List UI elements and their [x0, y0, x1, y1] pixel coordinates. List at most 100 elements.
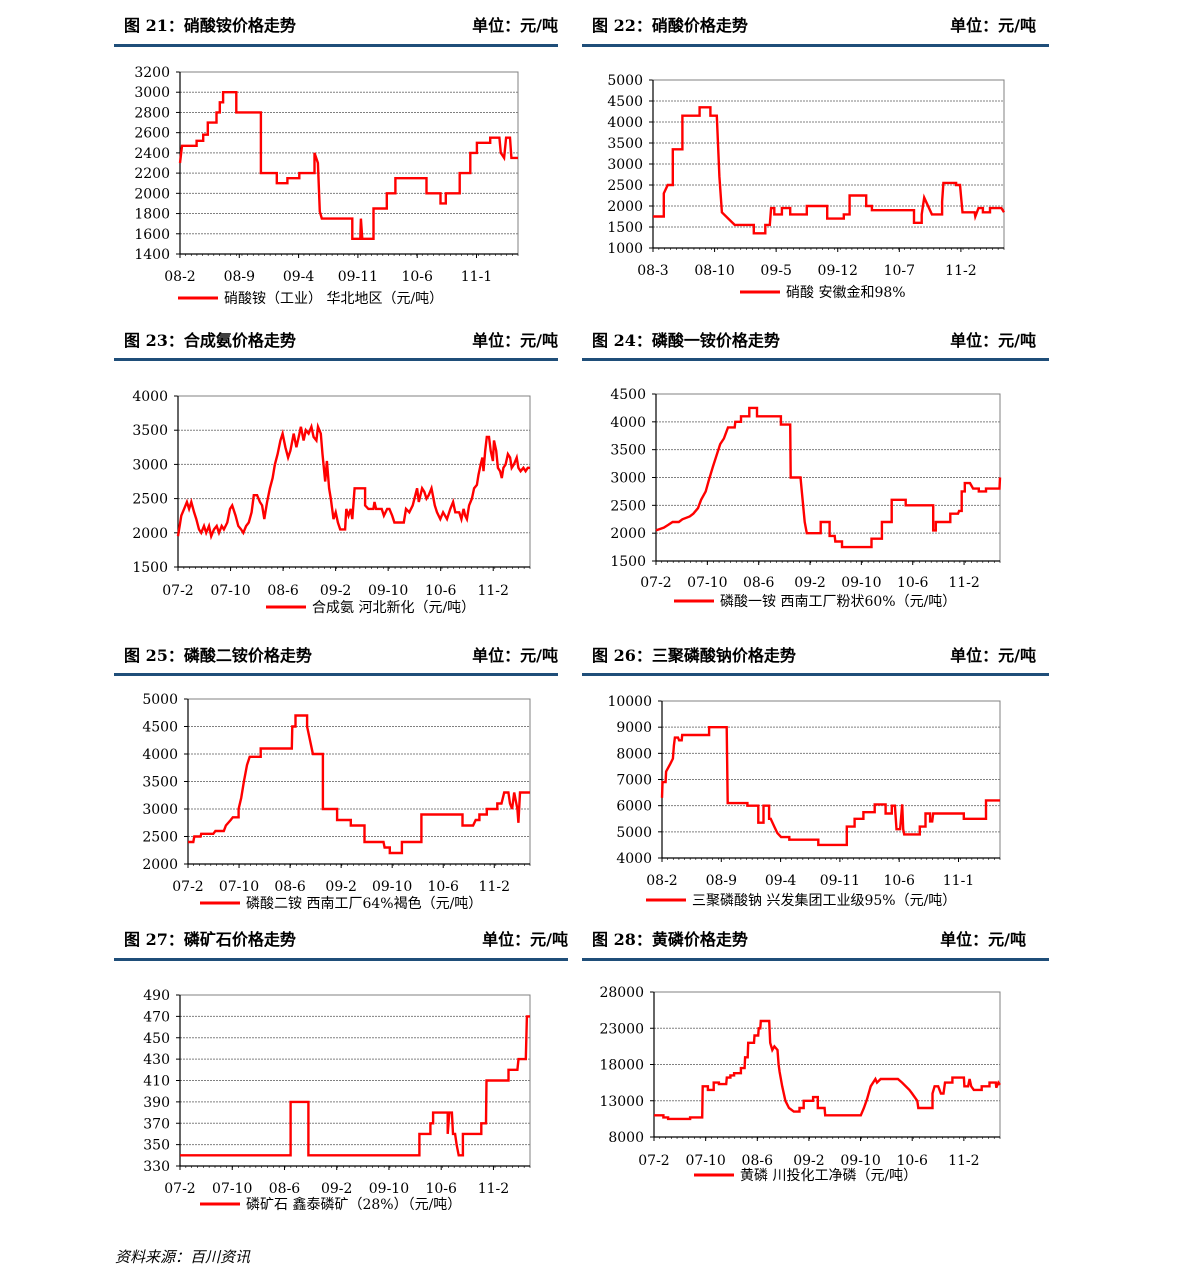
chart-unit: 单位：元/吨: [482, 930, 568, 949]
x-tick-label: 09-2: [325, 879, 356, 895]
title-divider: [582, 673, 1049, 676]
x-tick-label: 08-6: [742, 1153, 774, 1169]
y-tick-label: 4000: [610, 415, 646, 431]
y-tick-label: 5000: [142, 692, 178, 708]
y-tick-label: 1500: [132, 560, 168, 576]
x-tick-label: 11-2: [478, 1181, 509, 1197]
x-tick-label: 09-2: [793, 1153, 824, 1169]
x-tick-label: 09-10: [841, 575, 881, 591]
y-tick-label: 9000: [616, 720, 652, 736]
legend-label: 磷矿石 鑫泰磷矿（28%）（元/吨）: [246, 1196, 461, 1213]
y-tick-label: 330: [143, 1159, 170, 1175]
x-tick-label: 10-6: [425, 583, 457, 599]
x-tick-label: 10-6: [896, 1153, 928, 1169]
x-tick-label: 08-9: [706, 873, 737, 889]
x-tick-label: 11-2: [948, 1153, 979, 1169]
y-tick-label: 370: [143, 1116, 170, 1132]
legend-label: 黄磷 川投化工净磷（元/吨）: [740, 1167, 917, 1184]
series-line: [660, 726, 1000, 847]
y-tick-label: 3000: [134, 85, 170, 101]
y-tick-label: 2500: [142, 830, 178, 846]
y-tick-label: 3000: [610, 471, 646, 487]
legend-label: 磷酸二铵 西南工厂64%褐色（元/吨）: [246, 895, 482, 912]
source-note: 资料来源：百川资讯: [115, 1248, 251, 1266]
y-tick-label: 2000: [132, 526, 168, 542]
y-tick-label: 470: [143, 1009, 170, 1025]
series-line: [653, 106, 1006, 235]
title-divider: [114, 358, 558, 361]
title-divider: [582, 44, 1049, 47]
chart-unit: 单位：元/吨: [472, 646, 558, 665]
y-tick-label: 10000: [607, 694, 652, 710]
chart-fig23: 1500 2000 2500 3000 3500 4000 07-2 07-10 08-6 09-…: [132, 389, 531, 616]
x-tick-label: 08-10: [694, 263, 734, 279]
y-tick-label: 5000: [607, 73, 643, 89]
chart-fig28: 8000 13000 18000 23000 28000 07-2 07-10 08-6 09-…: [599, 985, 1001, 1184]
y-tick-label: 390: [143, 1095, 170, 1111]
x-tick-label: 07-10: [687, 575, 727, 591]
chart-panel-fig26: 图 26：三聚磷酸钠价格走势 单位：元/吨: [592, 642, 1036, 952]
y-tick-label: 3500: [142, 775, 178, 791]
y-tick-label: 1600: [134, 227, 170, 243]
y-tick-label: 2000: [607, 199, 643, 215]
legend-label: 合成氨 河北新化（元/吨）: [312, 600, 475, 616]
x-tick-label: 09-10: [372, 879, 412, 895]
chart-fig22: 1000 1500 2000 2500 3000 3500 4000 4500 5000 08-3…: [607, 73, 1006, 301]
legend-label: 硝酸铵（工业） 华北地区（元/吨）: [224, 291, 443, 307]
y-tick-label: 2000: [134, 186, 170, 202]
y-tick-label: 4000: [616, 851, 652, 867]
x-tick-label: 10-7: [884, 263, 915, 279]
x-tick-label: 08-9: [224, 269, 255, 285]
x-tick-label: 10-6: [897, 575, 929, 591]
x-tick-label: 07-2: [162, 583, 193, 599]
y-tick-label: 4000: [142, 747, 178, 763]
chart-unit: 单位：元/吨: [472, 16, 558, 35]
series-line: [654, 1019, 1001, 1121]
legend-label: 三聚磷酸钠 兴发集团工业级95%（元/吨）: [692, 892, 956, 909]
x-tick-label: 09-5: [760, 263, 791, 279]
y-tick-label: 7000: [616, 773, 652, 789]
y-tick-label: 1400: [134, 247, 170, 263]
x-tick-label: 08-2: [646, 873, 677, 889]
x-tick-label: 09-10: [840, 1153, 880, 1169]
y-tick-label: 5000: [616, 825, 652, 841]
y-tick-label: 490: [143, 988, 170, 1004]
y-tick-label: 2000: [142, 857, 178, 873]
chart-panel-fig27: 图 27：磷矿石价格走势 单位：元/吨: [124, 926, 568, 1236]
y-tick-label: 2400: [134, 146, 170, 162]
y-tick-label: 3500: [132, 423, 168, 439]
y-tick-label: 6000: [616, 799, 652, 815]
y-tick-label: 410: [143, 1074, 170, 1090]
chart-panel-fig25: 图 25：磷酸二铵价格走势 单位：元/吨: [124, 642, 558, 952]
x-tick-label: 09-2: [320, 583, 351, 599]
chart-title: 图 21：硝酸铵价格走势: [124, 16, 296, 35]
y-tick-label: 4500: [607, 94, 643, 110]
y-tick-label: 3000: [132, 457, 168, 473]
chart-title: 图 25：磷酸二铵价格走势: [124, 646, 312, 665]
x-tick-label: 07-2: [640, 575, 671, 591]
x-tick-label: 11-2: [479, 879, 510, 895]
x-tick-label: 11-1: [943, 873, 974, 889]
x-tick-label: 08-6: [267, 583, 299, 599]
chart-title: 图 28：黄磷价格走势: [592, 930, 748, 949]
y-tick-label: 3000: [607, 157, 643, 173]
x-tick-label: 11-2: [477, 583, 508, 599]
x-tick-label: 09-12: [818, 263, 858, 279]
x-tick-label: 08-2: [164, 269, 195, 285]
y-tick-label: 3000: [142, 802, 178, 818]
chart-fig26: 4000 5000 6000 7000 8000 9000 10000 08-2 08-9 09-…: [607, 694, 1001, 909]
y-tick-label: 4500: [142, 720, 178, 736]
chart-fig27: 330 350 370 390 410 430 450 470 490 07-2 07-10 08-6…: [143, 988, 531, 1213]
x-tick-label: 09-2: [794, 575, 825, 591]
y-tick-label: 18000: [599, 1058, 644, 1074]
series-line: [180, 1015, 530, 1157]
x-tick-label: 08-6: [743, 575, 775, 591]
title-divider: [114, 958, 568, 961]
x-tick-label: 11-2: [948, 575, 979, 591]
y-tick-label: 350: [143, 1138, 170, 1154]
plot-area: [179, 71, 519, 255]
y-tick-label: 1500: [607, 220, 643, 236]
y-tick-label: 2800: [134, 105, 170, 121]
y-tick-label: 3200: [134, 65, 170, 81]
x-tick-label: 11-1: [461, 269, 492, 285]
